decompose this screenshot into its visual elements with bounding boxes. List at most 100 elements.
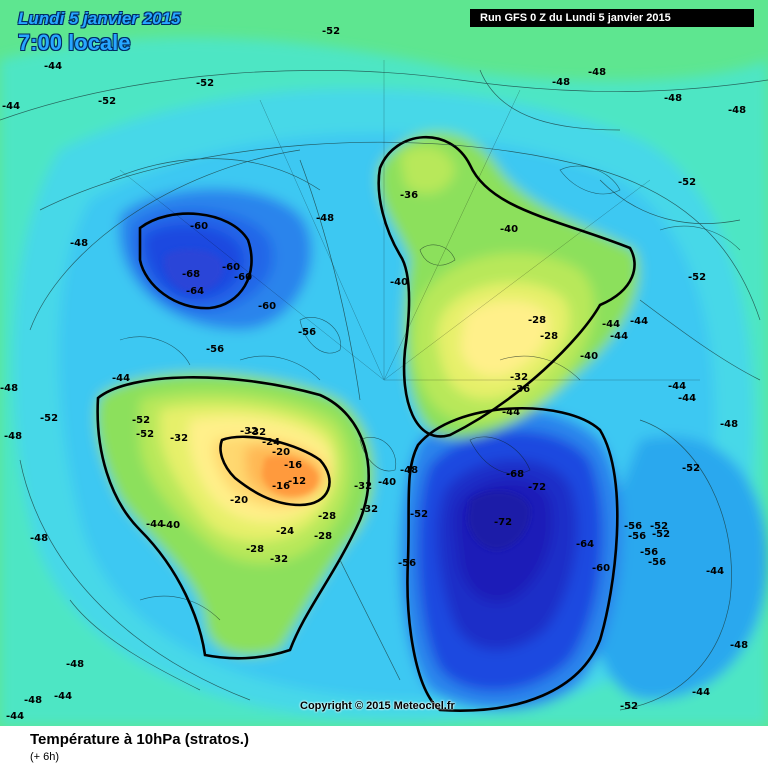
contour-label-l8: -48: [588, 67, 606, 78]
contour-label-l38: -48: [4, 431, 22, 442]
contour-label-l77: -56: [648, 557, 666, 568]
contour-label-l49: -16: [284, 460, 302, 471]
contour-label-l83: -52: [620, 701, 638, 712]
contour-label-l41: -52: [136, 429, 154, 440]
contour-sw-lobe: [96, 376, 370, 660]
contour-label-l34: -44: [668, 381, 686, 392]
contour-label-l5: -52: [196, 78, 214, 89]
contour-label-l37: -44: [112, 373, 130, 384]
contour-label-l16: -60: [234, 272, 252, 283]
contour-warm-core: [219, 435, 331, 507]
forecast-time: 7:00 locale: [18, 30, 131, 55]
contour-label-l11: -48: [70, 238, 88, 249]
contour-label-l75: -52: [652, 529, 670, 540]
contour-labels: -44-44-44 -52-52-52-48-48-48-52-48-48-60-…: [0, 17, 748, 722]
contour-label-l74: -52: [650, 521, 668, 532]
contour-label-l66: -56: [398, 558, 416, 569]
contour-label-l79: -48: [720, 419, 738, 430]
contour-label-l31: -44: [602, 319, 620, 330]
contour-label-l6: -52: [322, 26, 340, 37]
contour-label-l72: -56: [624, 521, 642, 532]
contour-label-l19: -56: [298, 327, 316, 338]
contour-label-l24: -40: [500, 224, 518, 235]
contour-label-l76: -56: [640, 547, 658, 558]
contour-label-l26: -28: [528, 315, 546, 326]
contour-label-l64: -52: [410, 509, 428, 520]
contour-label-l54: -28: [318, 511, 336, 522]
contour-label-l32: -40: [580, 351, 598, 362]
contour-label-l60: -40: [378, 477, 396, 488]
contour-label-l53: -24: [276, 526, 294, 537]
contour-label-l63: -48: [400, 465, 418, 476]
contour-label-l65: -48: [24, 695, 42, 706]
contour-label-l44: -32: [170, 433, 188, 444]
contour-label-l28: -32: [510, 372, 528, 383]
contour-label-l47: -24: [262, 437, 280, 448]
contour-label-l55: -28: [314, 531, 332, 542]
contour-label-l23: -36: [400, 190, 418, 201]
contour-label-l9: -48: [728, 105, 746, 116]
contour-label-l15: -68: [182, 269, 200, 280]
contour-label-l14: -60: [222, 262, 240, 273]
contour-label-l85: -48: [664, 93, 682, 104]
model-run-banner: Run GFS 0 Z du Lundi 5 janvier 2015: [470, 9, 754, 27]
contour-se-cold: [406, 407, 619, 712]
contour-label-l48: -20: [272, 447, 290, 458]
contour-label-l25: -40: [390, 277, 408, 288]
contour-label-l58: -32: [354, 481, 372, 492]
contour-label-l56: -28: [246, 544, 264, 555]
contour-label-l39: -48: [30, 533, 48, 544]
contour-label-l78: -52: [682, 463, 700, 474]
contour-label-l2: -44: [44, 61, 62, 72]
contour-label-l82: -48: [730, 640, 748, 651]
contour-label-l71: -60: [592, 563, 610, 574]
contour-label-l59: -32: [360, 504, 378, 515]
meridian-lines: [119, 60, 700, 381]
contour-label-l57: -32: [270, 554, 288, 565]
contour-label-l81: -44: [692, 687, 710, 698]
contour-label-l69: -72: [494, 517, 512, 528]
contour-label-l45: -32: [240, 426, 258, 437]
map-title: Température à 10hPa (stratos.): [30, 731, 249, 748]
contour-label-l10: -52: [678, 177, 696, 188]
contour-label-l52: -20: [230, 495, 248, 506]
contour-label-l21: -52: [40, 413, 58, 424]
contour-label-l4: -52: [98, 96, 116, 107]
contour-label-l61: -44: [146, 519, 164, 530]
contour-label-l42: -48: [66, 659, 84, 670]
contour-label-l80: -44: [706, 566, 724, 577]
contour-label-l70: -64: [576, 539, 594, 550]
contour-label-l33: -44: [630, 316, 648, 327]
contour-label-l13: -60: [190, 221, 208, 232]
contour-label-l3: -44: [2, 101, 20, 112]
contour-label-l17: -64: [186, 286, 204, 297]
temperature-field: [0, 37, 768, 727]
contour-label-l1: -44: [44, 17, 62, 28]
contour-label-l20: -56: [206, 344, 224, 355]
contour-label-l84: -44: [6, 711, 24, 722]
contour-label-l40: -52: [132, 415, 150, 426]
contour-nw-cold: [138, 212, 253, 310]
contour-label-l86: -44: [610, 331, 628, 342]
copyright-notice: Copyright © 2015 Meteociel.fr: [300, 700, 455, 712]
contour-label-l51: -12: [288, 476, 306, 487]
contour-label-l43: -44: [54, 691, 72, 702]
contour-label-l73: -56: [628, 531, 646, 542]
contour-label-l35: -44: [678, 393, 696, 404]
contour-label-l67: -68: [506, 469, 524, 480]
contour-label-l36: -52: [688, 272, 706, 283]
contour-label-l30: -44: [502, 407, 520, 418]
temperature-field-core: [164, 249, 531, 550]
forecast-lead: (+ 6h): [30, 751, 60, 763]
contour-label-l29: -36: [512, 384, 530, 395]
footer-panel: Température à 10hPa (stratos.) (+ 6h): [0, 726, 768, 768]
contour-label-l68: -72: [528, 482, 546, 493]
bold-contours: [96, 135, 636, 712]
contour-label-l18: -60: [258, 301, 276, 312]
contour-label-l50: -16: [272, 481, 290, 492]
contour-label-l7: -48: [552, 77, 570, 88]
contour-label-l22: -48: [0, 383, 18, 394]
contour-ne-lobe: [377, 135, 636, 438]
